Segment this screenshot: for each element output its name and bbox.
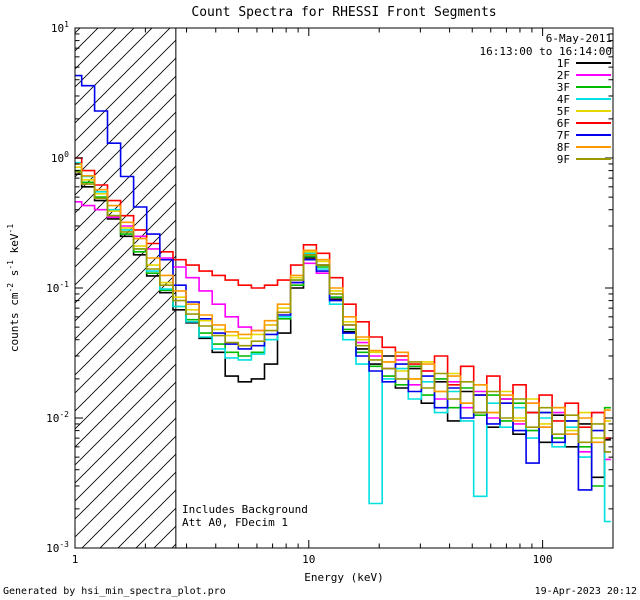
y-tick-label: 10-3 [46, 540, 69, 555]
legend-label: 6F [557, 117, 570, 130]
y-tick-base: 10 [46, 542, 59, 555]
legend-entry-8F: 8F [557, 141, 611, 154]
x-tick-label: 100 [533, 553, 553, 566]
legend-label: 8F [557, 141, 570, 154]
footer-generator: Generated by hsi_min_spectra_plot.pro [3, 586, 226, 597]
observation-date: 6-May-2011 [546, 32, 612, 45]
y-axis-label: counts cm-2 s-1 keV-1 [6, 224, 21, 352]
excluded-region [75, 28, 177, 548]
legend-entry-3F: 3F [557, 81, 611, 94]
y-tick-label: 10-1 [46, 280, 69, 295]
annotation-includes-background: Includes Background [182, 503, 308, 516]
y-tick-exponent: -3 [59, 540, 69, 549]
legend-entry-9F: 9F [557, 153, 611, 166]
y-tick-exponent: -2 [59, 410, 69, 419]
legend-entry-6F: 6F [557, 117, 611, 130]
y-axis-label-sup: -2 [6, 283, 15, 293]
series-9F [75, 171, 611, 453]
legend-entry-7F: 7F [557, 129, 611, 142]
y-axis-label-text: keV [8, 233, 21, 260]
legend-entry-5F: 5F [557, 105, 611, 118]
spectra-series [75, 74, 611, 523]
page-title: Count Spectra for RHESSI Front Segments [191, 5, 496, 20]
legend-entry-4F: 4F [557, 93, 611, 106]
y-axis-label-sup: -1 [6, 260, 15, 270]
x-tick-label: 10 [302, 553, 315, 566]
y-tick-base: 10 [46, 282, 59, 295]
footer-timestamp: 19-Apr-2023 20:12 [535, 586, 637, 597]
legend-entry-2F: 2F [557, 69, 611, 82]
y-tick-exponent: 1 [64, 20, 69, 29]
y-tick-exponent: -1 [59, 280, 69, 289]
legend-label: 5F [557, 105, 570, 118]
y-axis-label-text: counts cm [8, 292, 21, 352]
legend-label: 4F [557, 93, 570, 106]
legend-entry-1F: 1F [557, 57, 611, 70]
y-tick-label: 10-2 [46, 410, 69, 425]
y-axis-label-text: s [8, 270, 21, 283]
observation-time-range: 16:13:00 to 16:14:00 [480, 45, 612, 58]
legend-label: 2F [557, 69, 570, 82]
legend-label: 1F [557, 57, 570, 70]
y-tick-label: 100 [51, 150, 69, 165]
y-tick-base: 10 [46, 412, 59, 425]
plot-border [74, 27, 614, 549]
legend-label: 3F [557, 81, 570, 94]
legend-label: 7F [557, 129, 570, 142]
y-tick-exponent: 0 [64, 150, 69, 159]
x-tick-label: 1 [72, 553, 79, 566]
y-tick-base: 10 [51, 22, 64, 35]
y-tick-base: 10 [51, 152, 64, 165]
x-axis-label: Energy (keV) [304, 571, 383, 584]
legend-label: 9F [557, 153, 570, 166]
y-tick-label: 101 [51, 20, 69, 35]
hatched-exclusion-region [75, 28, 176, 548]
annotation-attenuator-state: Att A0, FDecim 1 [182, 516, 288, 529]
y-axis-label-sup: -1 [6, 224, 15, 234]
